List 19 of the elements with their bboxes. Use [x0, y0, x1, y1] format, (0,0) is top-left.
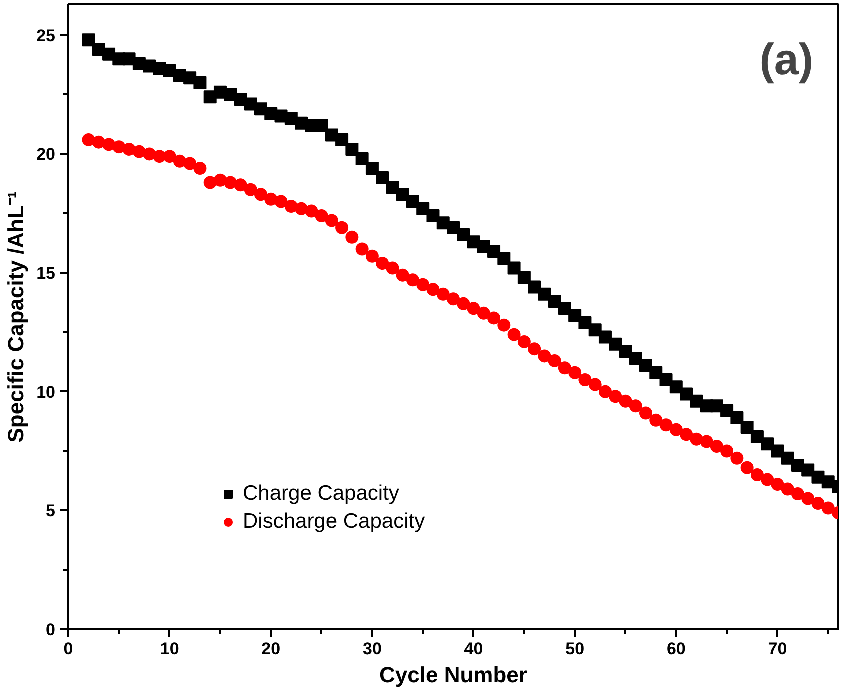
x-tick-label: 50: [566, 640, 585, 658]
y-axis-title: Specific Capacity /AhL⁻¹: [4, 191, 29, 443]
x-tick-label: 10: [160, 640, 180, 658]
y-tick-label: 0: [46, 620, 56, 640]
x-tick-label: 20: [262, 640, 281, 658]
x-tick-label: 60: [666, 640, 686, 658]
x-tick-label: 40: [464, 640, 484, 658]
annotation: (a): [760, 36, 814, 84]
x-tick-label: 30: [362, 640, 382, 658]
y-tick-label: 25: [36, 26, 56, 46]
y-tick-label: 10: [36, 382, 56, 402]
legend-label: Charge Capacity: [243, 482, 400, 506]
x-axis-title: Cycle Number: [380, 662, 528, 688]
legend-label: Discharge Capacity: [243, 510, 426, 534]
y-tick-label: 15: [36, 264, 56, 284]
x-tick-label: 70: [768, 640, 788, 658]
y-tick-label: 5: [46, 502, 56, 521]
y-tick-label: 20: [36, 145, 56, 164]
x-tick-label: 0: [64, 640, 74, 658]
